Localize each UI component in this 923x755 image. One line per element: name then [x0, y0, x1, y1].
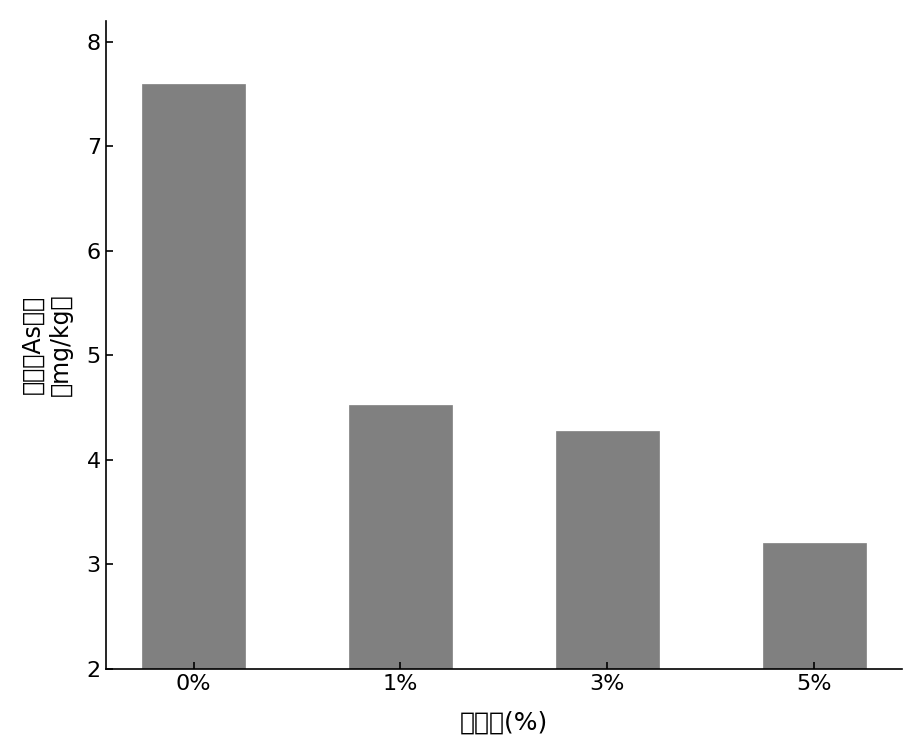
X-axis label: 添加量(%): 添加量(%)	[460, 710, 548, 734]
Bar	[762, 544, 866, 755]
Y-axis label: 有效态As含量
（mg/kg）: 有效态As含量 （mg/kg）	[21, 294, 73, 396]
Bar	[142, 84, 246, 755]
Bar	[556, 431, 659, 755]
Bar	[349, 405, 452, 755]
